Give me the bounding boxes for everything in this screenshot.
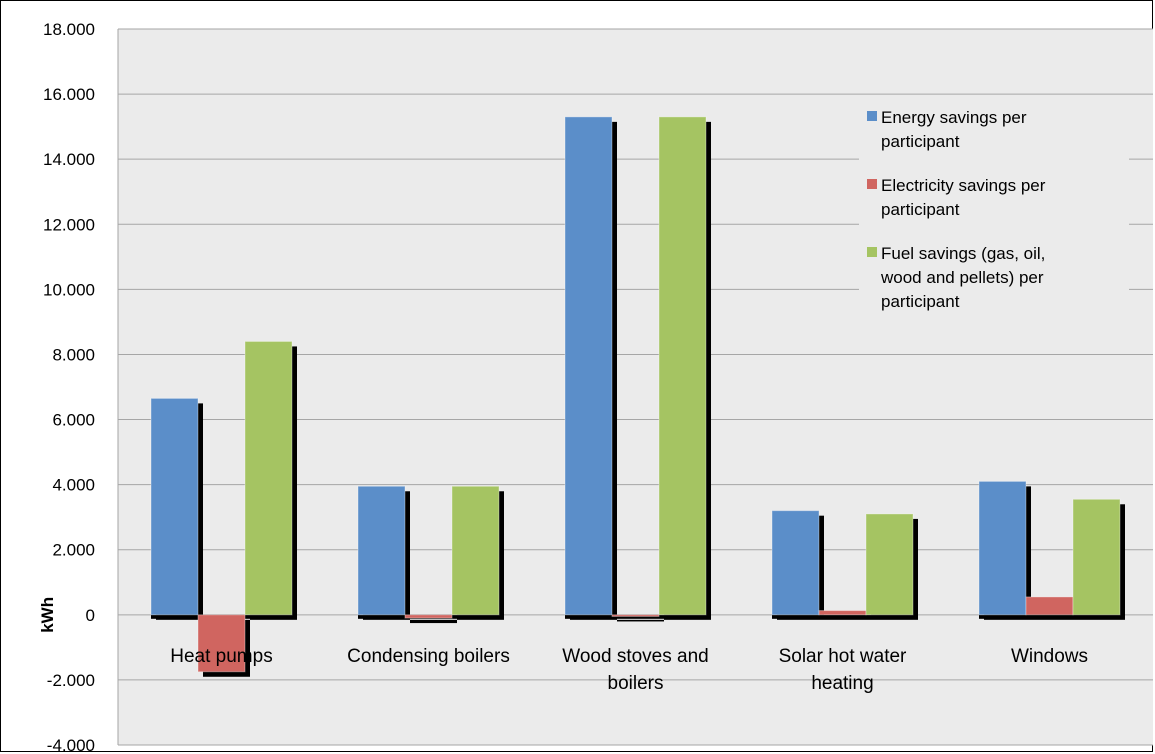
bar-shadow	[824, 615, 871, 620]
category-label: Condensing boilers	[347, 646, 510, 667]
legend-label: participant	[881, 292, 960, 311]
y-tick-label: 8.000	[52, 345, 95, 364]
legend-swatch	[867, 247, 877, 257]
category-label: Wood stoves and	[562, 646, 708, 667]
y-tick-label: -4.000	[47, 736, 95, 753]
bar	[818, 610, 867, 616]
bar	[865, 513, 914, 616]
category-label: Windows	[1011, 646, 1088, 667]
bar	[150, 397, 199, 616]
legend-swatch	[867, 179, 877, 189]
bar-shadow	[410, 619, 457, 624]
legend-label: participant	[881, 132, 960, 151]
bar	[1072, 498, 1121, 616]
y-tick-label: 16.000	[43, 85, 95, 104]
y-tick-label: -2.000	[47, 671, 95, 690]
y-tick-label: 2.000	[52, 541, 95, 560]
x-axis-categories: Heat pumps Condensing boilers Wood stoves …	[170, 646, 1088, 694]
y-tick-label: 4.000	[52, 476, 95, 495]
bar	[771, 510, 820, 616]
y-tick-label: 10.000	[43, 280, 95, 299]
legend-swatch	[867, 111, 877, 121]
bar	[357, 485, 406, 616]
bar	[978, 480, 1027, 616]
category-label: boilers	[608, 673, 664, 694]
y-axis-title: kWh	[38, 597, 57, 633]
y-tick-label: 0	[86, 606, 95, 625]
bar	[564, 116, 613, 616]
bar-shadow	[617, 619, 664, 622]
legend-label: Fuel savings (gas, oil,	[881, 244, 1045, 263]
legend-label: Electricity savings per	[881, 176, 1046, 195]
legend-label: participant	[881, 200, 960, 219]
bar	[197, 614, 246, 673]
bar	[451, 485, 500, 616]
y-tick-label: 14.000	[43, 150, 95, 169]
y-tick-label: 12.000	[43, 215, 95, 234]
category-label: Solar hot water	[779, 646, 907, 667]
bar	[244, 340, 293, 616]
y-axis-ticks: -4.000 -2.000 0 2.000 4.000 6.000 8.000 10.000 1…	[43, 20, 95, 753]
y-tick-label: 18.000	[43, 20, 95, 39]
y-tick-label: 6.000	[52, 411, 95, 430]
bar	[658, 116, 707, 616]
legend-background	[859, 103, 1129, 329]
legend-label: Energy savings per	[881, 108, 1027, 127]
bars	[150, 116, 1121, 673]
legend-label: wood and pellets) per	[880, 268, 1044, 287]
category-label: heating	[811, 673, 873, 694]
baseline-shadow	[565, 614, 710, 619]
legend: Energy savings per participant Electricity…	[859, 103, 1129, 329]
category-label: Heat pumps	[170, 646, 272, 667]
bar	[611, 614, 660, 617]
bar	[1025, 596, 1074, 616]
bar	[404, 614, 453, 619]
